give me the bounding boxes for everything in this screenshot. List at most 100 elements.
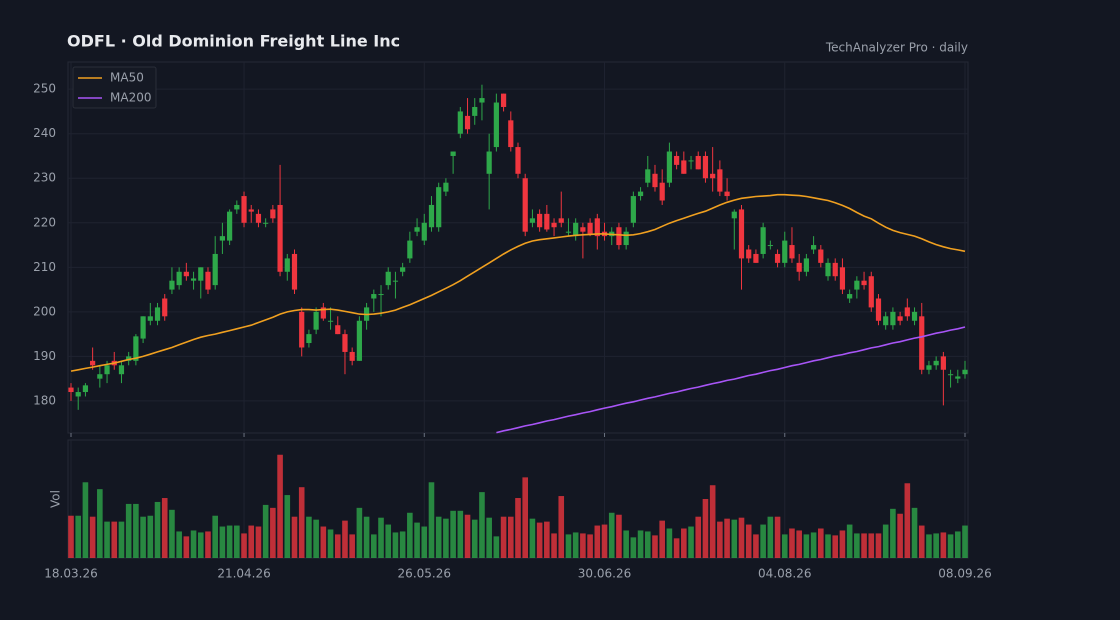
candle-body [724, 191, 730, 197]
candle-body [911, 311, 918, 321]
candle-body [537, 213, 543, 228]
candle-body [594, 218, 600, 237]
volume-bar [284, 495, 291, 558]
volume-bar [479, 492, 485, 558]
candle-body [616, 227, 622, 246]
candle-body [558, 218, 564, 223]
candle-body [573, 222, 579, 237]
candle-body [472, 106, 478, 116]
volume-bar [226, 525, 233, 558]
volume-bar [774, 516, 781, 558]
volume-bar [789, 528, 795, 558]
candle-body [392, 280, 399, 282]
candle-body [803, 258, 809, 272]
volume-bar [493, 536, 500, 558]
candle-body [306, 334, 312, 344]
y-tick-label: 180 [33, 393, 56, 407]
volume-bar [854, 533, 860, 558]
chart-title: ODFL · Old Dominion Freight Line Inc [67, 32, 400, 51]
volume-bar [399, 531, 406, 558]
volume-bar [738, 517, 745, 558]
candle-body [623, 231, 629, 246]
candle-body [875, 298, 882, 321]
volume-bar [205, 531, 211, 558]
candle-body [198, 267, 204, 281]
candle-body [529, 218, 536, 223]
candle-body [205, 271, 211, 290]
y-tick-label: 230 [33, 171, 56, 185]
volume-bar [313, 519, 319, 558]
volume-bar [695, 516, 702, 558]
candle-body [522, 178, 528, 232]
volume-bar [212, 515, 218, 558]
volume-bar [356, 507, 363, 558]
volume-bar [954, 531, 961, 558]
volume-bar [861, 533, 867, 558]
candle-body [544, 213, 550, 230]
candle-body [90, 360, 96, 366]
legend-label: MA200 [110, 91, 151, 105]
volume-bar [832, 535, 839, 558]
volume-bar [363, 516, 370, 558]
candle-body [919, 316, 925, 370]
candle-body [407, 240, 413, 259]
volume-bar [702, 499, 709, 558]
volume-bar [190, 530, 197, 558]
volume-bar [327, 529, 334, 558]
volume-bar [565, 534, 572, 558]
candle-body [861, 280, 867, 286]
volume-bar [745, 524, 752, 558]
volume-bar [839, 530, 846, 558]
candle-body [284, 258, 290, 272]
volume-bar [471, 519, 478, 558]
candle-body [883, 316, 889, 326]
volume-bar [392, 532, 399, 558]
candle-body [746, 249, 752, 259]
candle-body [890, 311, 896, 326]
volume-bar [147, 515, 154, 558]
candle-body [162, 298, 168, 317]
candle-body [342, 334, 348, 352]
price-panel [67, 61, 969, 434]
volume-bar [717, 521, 723, 558]
volume-bar [111, 521, 118, 558]
candle-body [832, 262, 838, 277]
volume-bar [342, 520, 348, 558]
candle-body [219, 236, 226, 241]
candle-body [710, 173, 716, 179]
candle-body [227, 211, 233, 241]
volume-bar [890, 508, 896, 558]
x-tick-label: 26.05.26 [398, 567, 451, 581]
volume-bar [334, 534, 341, 558]
volume-bar [558, 496, 565, 558]
volume-bar [918, 525, 925, 558]
volume-bar [75, 515, 82, 558]
candle-body [947, 374, 954, 376]
x-tick-label: 30.06.26 [578, 567, 631, 581]
candle-body [97, 374, 103, 379]
candle-body [587, 222, 593, 234]
volume-bar [500, 516, 507, 558]
candle-body [486, 151, 492, 174]
candle-body [400, 267, 406, 272]
legend-label: MA50 [110, 71, 144, 85]
candle-body [450, 151, 456, 156]
volume-bar [435, 516, 442, 558]
volume-bar [753, 534, 759, 558]
volume-bar [407, 512, 413, 558]
volume-bar [234, 525, 240, 558]
x-tick-label: 04.08.26 [758, 567, 811, 581]
candle-body [810, 245, 817, 250]
candle-body [313, 311, 319, 330]
volume-bar [688, 526, 694, 558]
volume-bar [781, 534, 788, 558]
volume-bar [544, 521, 550, 558]
candle-body [760, 227, 766, 254]
volume-bar [962, 525, 968, 558]
candle-body [630, 196, 636, 223]
volume-bar [515, 498, 521, 558]
candle-body [674, 155, 680, 165]
volume-bar [803, 534, 810, 558]
candle-body [263, 222, 269, 224]
